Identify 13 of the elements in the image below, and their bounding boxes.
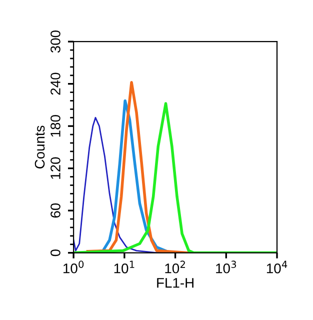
x-tick-label: 10$^{2}$ (165, 260, 185, 274)
y-axis-title: Counts (34, 126, 45, 168)
x-tick-label: 10$^{0}$ (64, 260, 84, 274)
x-axis-title: FL1-H (157, 278, 194, 288)
y-tick-label: 240 (50, 72, 60, 95)
y-tick-label: 0 (50, 249, 60, 256)
y-tick-label: 180 (50, 115, 60, 137)
x-tick-label: 10$^{3}$ (216, 260, 236, 274)
x-tick-label: 10$^{4}$ (266, 260, 288, 274)
y-tick-label: 120 (50, 157, 60, 179)
y-tick-label: 60 (50, 203, 60, 218)
x-tick-label: 10$^{1}$ (114, 260, 134, 274)
y-tick-label: 300 (50, 30, 60, 53)
